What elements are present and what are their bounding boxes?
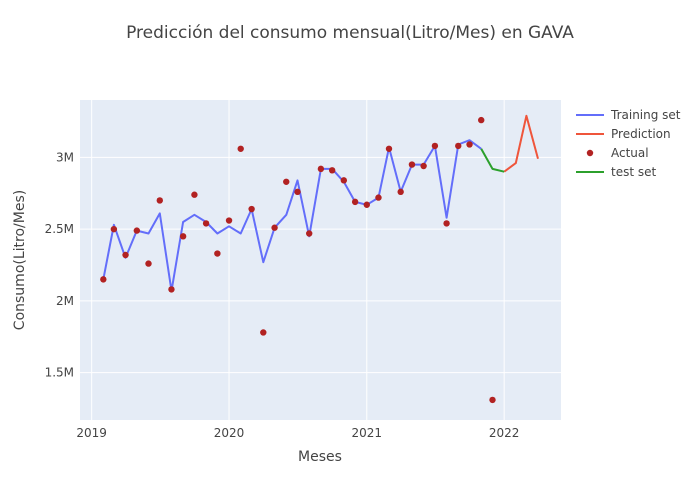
x-tick-label: 2020 xyxy=(214,426,245,440)
legend-label: Training set xyxy=(610,108,681,122)
data-point-actual xyxy=(202,220,210,227)
series-line-test-set xyxy=(480,148,505,173)
series-layer xyxy=(100,114,539,404)
y-axis-title: Consumo(Litro/Mes) xyxy=(12,190,28,330)
x-axis-title: Meses xyxy=(298,449,342,465)
data-point-actual xyxy=(328,167,336,174)
data-point-actual xyxy=(260,329,267,336)
data-point-actual xyxy=(306,230,313,237)
data-point-actual xyxy=(375,194,382,201)
legend-swatch-marker xyxy=(586,149,594,157)
data-point-actual xyxy=(294,188,301,196)
data-point-actual xyxy=(271,224,278,231)
legend-label: Actual xyxy=(611,146,649,160)
y-tick-label: 3M xyxy=(56,150,74,164)
series-line-prediction xyxy=(503,114,539,173)
data-point-actual xyxy=(133,227,141,234)
y-tick-label: 1.5M xyxy=(45,366,74,380)
x-tick-label: 2022 xyxy=(489,426,520,440)
x-tick-labels: 2019 2020 2021 2022 xyxy=(76,426,519,440)
data-point-actual xyxy=(466,141,473,148)
data-point-actual xyxy=(340,177,348,184)
legend-item-prediction[interactable]: Prediction xyxy=(576,127,671,141)
data-point-actual xyxy=(317,165,325,173)
legend-item-training-set[interactable]: Training set xyxy=(576,108,681,122)
data-point-actual xyxy=(363,201,370,208)
data-point-actual xyxy=(237,145,244,152)
data-point-actual xyxy=(145,260,152,267)
data-point-actual xyxy=(100,276,107,283)
x-tick-label: 2021 xyxy=(352,426,383,440)
y-gridlines xyxy=(80,156,561,374)
data-point-actual xyxy=(283,178,290,185)
data-point-actual xyxy=(443,220,450,227)
data-point-actual xyxy=(225,217,233,224)
data-point-actual xyxy=(168,286,175,293)
legend-label: Prediction xyxy=(611,127,671,141)
data-point-actual xyxy=(110,225,118,233)
x-tick-label: 2019 xyxy=(76,426,107,440)
legend-item-test-set[interactable]: test set xyxy=(576,165,656,179)
legend: Training set Prediction Actual test set xyxy=(576,108,681,179)
data-point-actual xyxy=(489,396,496,404)
legend-label: test set xyxy=(611,165,656,179)
data-point-actual xyxy=(179,233,187,240)
data-point-actual xyxy=(351,198,359,206)
data-point-actual xyxy=(122,251,129,259)
y-tick-label: 2.5M xyxy=(45,222,74,236)
data-point-actual xyxy=(156,197,163,204)
data-point-actual xyxy=(397,188,404,196)
data-point-actual xyxy=(478,116,485,124)
data-point-actual xyxy=(455,142,462,150)
data-point-actual xyxy=(248,205,255,213)
legend-item-actual[interactable]: Actual xyxy=(586,146,649,160)
data-point-actual xyxy=(431,142,439,150)
data-point-actual xyxy=(385,145,393,152)
chart-title: Predicción del consumo mensual(Litro/Mes… xyxy=(126,23,574,43)
y-tick-label: 2M xyxy=(56,294,74,308)
data-point-actual xyxy=(214,250,221,257)
plot-area xyxy=(80,100,561,420)
y-tick-labels: 1.5M 2M 2.5M 3M xyxy=(45,150,74,379)
data-point-actual xyxy=(191,191,198,198)
data-point-actual xyxy=(420,162,427,170)
data-point-actual xyxy=(408,161,416,168)
x-gridlines xyxy=(91,100,505,420)
series-line-training-set xyxy=(102,139,482,292)
